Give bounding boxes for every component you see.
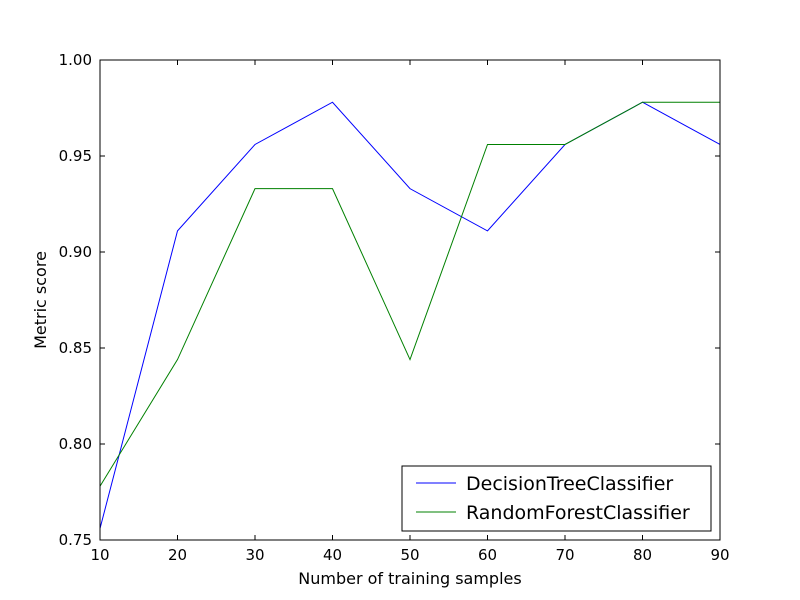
- plot-area-frame: [99, 59, 721, 541]
- x-axis-label: Number of training samples: [298, 569, 521, 588]
- series-line-randomforestclassifier: [99, 101, 720, 487]
- y-tick-label: 0.80: [59, 435, 92, 453]
- x-tick-label: 50: [400, 546, 419, 564]
- y-tick-label: 0.85: [59, 339, 92, 357]
- x-tick-label: 20: [168, 546, 187, 564]
- legend-box: [401, 465, 712, 532]
- y-axis-label: Metric score: [31, 251, 50, 349]
- x-tick-label: 80: [633, 546, 652, 564]
- legend: DecisionTreeClassifier RandomForestClassi…: [401, 465, 712, 532]
- legend-label: DecisionTreeClassifier: [466, 473, 673, 495]
- x-tick-label: 90: [710, 546, 729, 564]
- y-tick-label: 1.00: [59, 51, 92, 69]
- series-line-decisiontreeclassifier: [99, 101, 721, 529]
- y-tick-label: 0.95: [59, 147, 92, 165]
- x-tick-label: 30: [245, 546, 264, 564]
- y-tick-label: 0.75: [59, 531, 92, 549]
- y-tick-label: 0.90: [59, 243, 92, 261]
- x-tick-label: 70: [555, 546, 574, 564]
- x-tick-label: 10: [90, 546, 109, 564]
- x-tick-label: 60: [478, 546, 497, 564]
- legend-label: RandomForestClassifier: [466, 502, 690, 524]
- x-tick-label: 40: [323, 546, 342, 564]
